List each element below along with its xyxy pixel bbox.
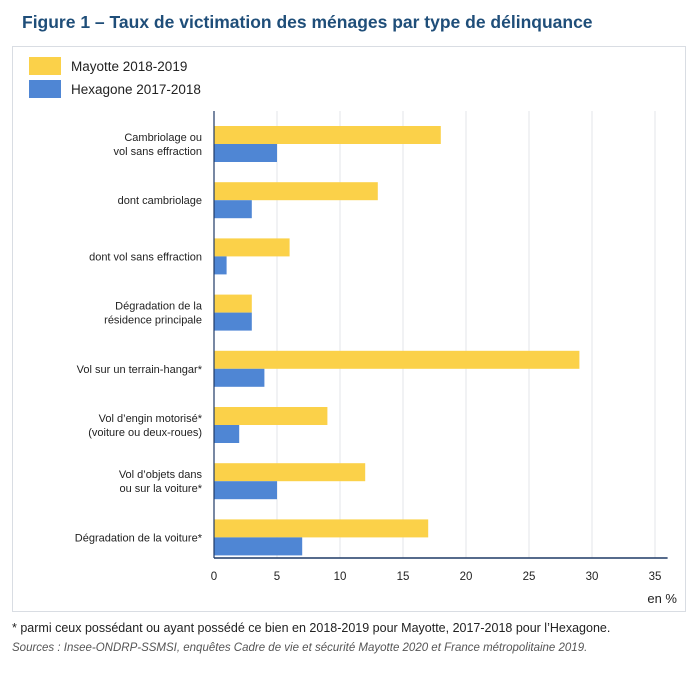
- bar-chart: Cambriolage ou vol sans effraction dont ca…: [75, 111, 677, 606]
- legend-swatch-hexagone: [29, 80, 61, 98]
- bar-mayotte-7: [214, 519, 429, 538]
- legend-item-hexagone: Hexagone 2017-2018: [29, 80, 201, 98]
- bar-hexagone-0: [214, 144, 277, 162]
- bar-mayotte-3: [214, 294, 252, 313]
- bar-mayotte-5: [214, 407, 328, 425]
- chart-title: Figure 1 – Taux de victimation des ménag…: [22, 12, 593, 32]
- category-label-6: Vol d’objets dans ou sur la voiture*: [119, 469, 203, 495]
- bar-hexagone-5: [214, 425, 240, 443]
- bar-mayotte-2: [214, 238, 290, 257]
- category-label-3: Dégradation de la résidence principale: [104, 301, 203, 327]
- x-tick-label-15: 15: [397, 571, 410, 583]
- x-tick-label-35: 35: [649, 571, 662, 583]
- bar-hexagone-3: [214, 312, 252, 331]
- category-label-7: Dégradation de la voiture*: [75, 532, 203, 544]
- x-tick-label-5: 5: [274, 571, 280, 583]
- x-tick-label-30: 30: [586, 571, 599, 583]
- category-label-2: dont vol sans effraction: [89, 251, 202, 263]
- chart-panel: Mayotte 2018-2019 Hexagone 2017-2018 Cam…: [12, 46, 686, 612]
- x-tick-label-20: 20: [460, 571, 473, 583]
- bar-mayotte-4: [214, 350, 580, 369]
- category-label-5: Vol d’engin motorisé* (voiture ou deux-ro…: [88, 413, 202, 439]
- bar-hexagone-4: [214, 368, 265, 387]
- category-label-4: Vol sur un terrain-hangar*: [77, 364, 203, 376]
- bar-mayotte-6: [214, 463, 366, 482]
- category-label-0: Cambriolage ou vol sans effraction: [114, 132, 202, 158]
- bar-hexagone-1: [214, 200, 252, 219]
- x-tick-label-25: 25: [523, 571, 536, 583]
- bar-hexagone-7: [214, 537, 303, 556]
- category-label-1: dont cambriolage: [118, 195, 202, 207]
- legend-swatch-mayotte: [29, 57, 61, 75]
- x-tick-label-0: 0: [211, 571, 217, 583]
- sources-note: Sources : Insee-ONDRP-SSMSI, enquêtes Ca…: [12, 642, 588, 654]
- bar-hexagone-2: [214, 256, 227, 275]
- legend-label-hexagone: Hexagone 2017-2018: [71, 81, 201, 97]
- legend-label-mayotte: Mayotte 2018-2019: [71, 58, 188, 74]
- bar-mayotte-0: [214, 126, 441, 144]
- x-axis-label: en %: [647, 591, 677, 606]
- bar-hexagone-6: [214, 481, 277, 500]
- legend-item-mayotte: Mayotte 2018-2019: [29, 57, 187, 75]
- x-tick-label-10: 10: [334, 571, 347, 583]
- bar-mayotte-1: [214, 182, 378, 201]
- footnote: * parmi ceux possédant ou ayant possédé …: [12, 621, 611, 635]
